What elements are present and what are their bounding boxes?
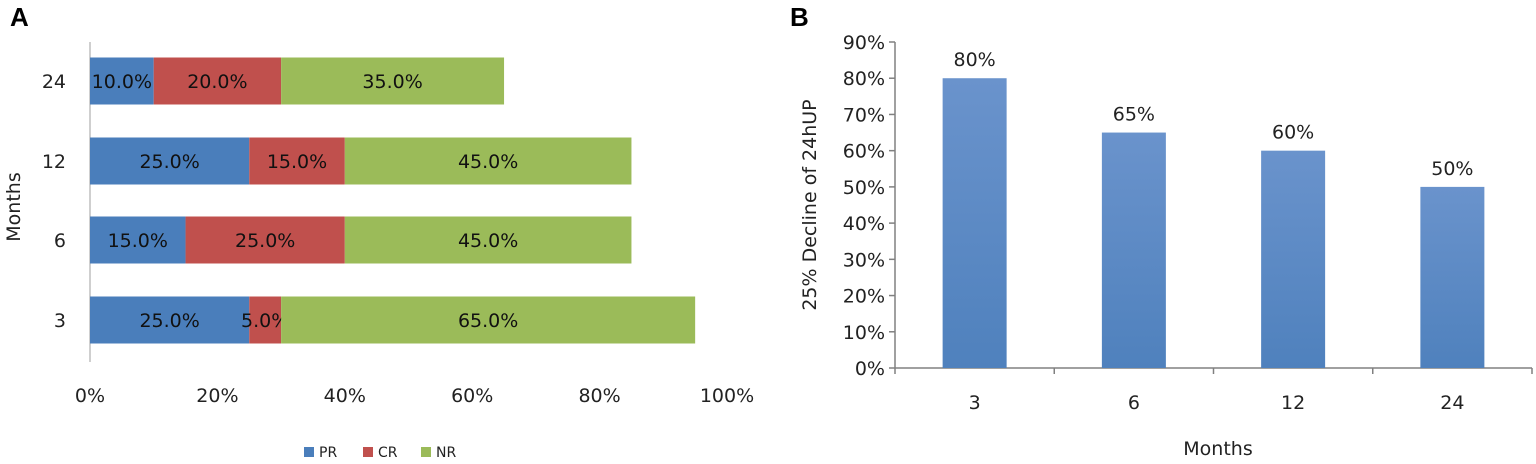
bar-nr-6 — [344, 216, 632, 264]
bar-pr-3 — [90, 296, 250, 344]
panel-b-bar-chart: B 25% Decline of 24hUP Months 0%10%20%30… — [790, 2, 1533, 460]
bar-cr-24 — [153, 57, 282, 105]
bar-nr-3 — [281, 296, 696, 344]
panel-b-y-ticks: 0% 10% 20% 30% 40% 50% 60% 70% 80% 90% — [843, 32, 895, 380]
data-label-month-12: 60% — [1272, 122, 1314, 144]
data-label-cr-3: 5.0% — [241, 310, 289, 332]
bar-month-3 — [942, 78, 1007, 368]
legend-swatch-cr — [363, 447, 373, 457]
bar-month-12 — [1261, 150, 1326, 368]
y-tick-label: 80% — [843, 68, 885, 90]
x-tick-label: 40% — [324, 385, 366, 407]
legend-swatch-pr — [304, 447, 314, 457]
bar-cr-3 — [249, 296, 282, 344]
legend-swatch-nr — [421, 447, 431, 457]
x-tick-label-24: 24 — [1440, 392, 1464, 414]
data-label-nr-6: 45.0% — [458, 230, 518, 252]
y-tick-label: 10% — [843, 322, 885, 344]
panel-b-x-ticks: 3 6 12 24 — [894, 368, 1533, 414]
y-tick-label: 0% — [855, 358, 885, 380]
panel-b-bars: 80% 65% 60% 50% — [942, 49, 1485, 368]
y-tick-label: 40% — [843, 213, 885, 235]
data-label-cr-6: 25.0% — [235, 230, 295, 252]
x-tick-label: 60% — [451, 385, 493, 407]
category-label-3: 3 — [54, 310, 66, 332]
data-label-month-24: 50% — [1431, 158, 1473, 180]
data-label-nr-3: 65.0% — [458, 310, 518, 332]
category-label-12: 12 — [42, 151, 66, 173]
panel-a-bars: 25.0% 5.0% 65.0% 15.0% 25.0% 45.0% 25.0% 15.0% 4… — [90, 57, 696, 344]
data-label-month-6: 65% — [1113, 104, 1155, 126]
panel-a-letter: A — [10, 2, 29, 32]
data-label-month-3: 80% — [954, 49, 996, 71]
data-label-nr-24: 35.0% — [362, 71, 422, 93]
x-tick-label: 0% — [75, 385, 105, 407]
panel-a-x-tick-labels: 0% 20% 40% 60% 80% 100% — [75, 385, 754, 407]
data-label-pr-3: 25.0% — [139, 310, 199, 332]
panel-b-x-axis-title: Months — [1183, 438, 1252, 460]
legend-label-nr: NR — [436, 445, 456, 461]
bar-month-24 — [1420, 186, 1485, 368]
data-label-pr-6: 15.0% — [108, 230, 168, 252]
x-tick-label-3: 3 — [969, 392, 981, 414]
panel-b-y-axis-title: 25% Decline of 24hUP — [799, 99, 821, 310]
x-tick-label: 80% — [578, 385, 620, 407]
data-label-pr-12: 25.0% — [139, 151, 199, 173]
category-label-24: 24 — [42, 71, 66, 93]
x-tick-label-12: 12 — [1281, 392, 1305, 414]
y-tick-label: 50% — [843, 177, 885, 199]
bar-cr-12 — [249, 137, 345, 185]
panel-a-y-axis-title: Months — [3, 172, 25, 241]
x-tick-label: 100% — [700, 385, 754, 407]
category-label-6: 6 — [54, 230, 66, 252]
y-tick-label: 60% — [843, 141, 885, 163]
bar-cr-6 — [185, 216, 345, 264]
bar-nr-12 — [344, 137, 632, 185]
data-label-nr-12: 45.0% — [458, 151, 518, 173]
legend-label-cr: CR — [378, 445, 398, 461]
panel-b-letter: B — [790, 2, 809, 32]
x-tick-label: 20% — [196, 385, 238, 407]
bar-pr-6 — [90, 216, 186, 264]
y-tick-label: 70% — [843, 104, 885, 126]
y-tick-label: 30% — [843, 249, 885, 271]
y-tick-label: 20% — [843, 286, 885, 308]
data-label-pr-24: 10.0% — [92, 71, 152, 93]
bar-pr-12 — [90, 137, 250, 185]
x-tick-label-6: 6 — [1128, 392, 1140, 414]
bar-month-6 — [1101, 132, 1166, 368]
panel-a-stacked-bar-chart: A Months 25.0% 5.0% 65.0%15.0% 25.0% 45.0%25… — [3, 2, 754, 461]
y-tick-label: 90% — [843, 32, 885, 54]
bar-pr-24 — [90, 57, 154, 105]
legend-label-pr: PR — [319, 445, 337, 461]
data-label-cr-12: 15.0% — [267, 151, 327, 173]
bar-nr-24 — [281, 57, 505, 105]
panel-a-category-labels: 3 6 12 24 — [42, 71, 66, 332]
data-label-cr-24: 20.0% — [187, 71, 247, 93]
panel-a-legend: PR CR NR — [304, 445, 456, 461]
